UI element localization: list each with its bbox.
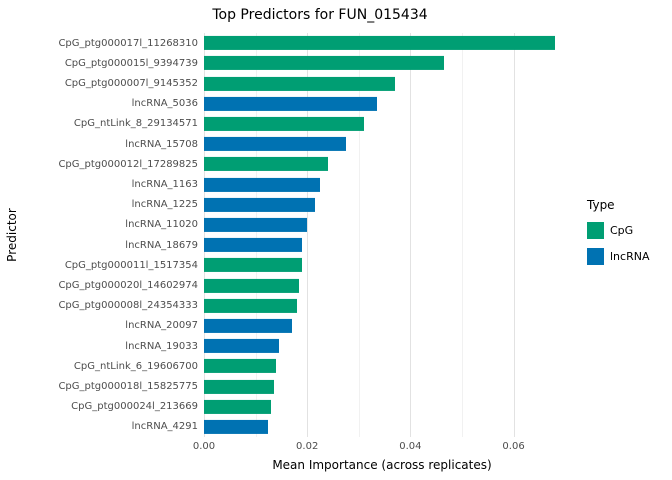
bar-row (204, 134, 560, 154)
legend-label: CpG (610, 224, 634, 237)
y-tick-label: lncRNA_18679 (125, 239, 198, 251)
y-tick-label: CpG_ptg000017l_11268310 (58, 37, 198, 49)
bar (204, 258, 303, 273)
y-tick-label: lncRNA_4291 (131, 421, 198, 433)
y-tick-label: lncRNA_1225 (131, 199, 198, 211)
gridline-major (307, 33, 309, 437)
y-tick-label: CpG_ptg000015l_9394739 (64, 57, 198, 69)
gridline-minor (255, 33, 257, 437)
bar-row (204, 114, 560, 134)
bar (204, 197, 315, 212)
y-tick-label: CpG_ntLink_8_29134571 (73, 118, 198, 130)
bar (204, 238, 303, 253)
x-axis-tick-labels: 0.00 0.02 0.04 0.06 (193, 441, 560, 454)
bar-row (204, 275, 560, 295)
y-tick-label: lncRNA_11020 (125, 219, 198, 231)
bar-row (204, 94, 560, 114)
bar-row (204, 316, 560, 336)
bar-row (204, 53, 560, 73)
x-tick-label: 0.02 (296, 441, 319, 452)
y-tick-label: CpG_ptg000020l_14602974 (58, 280, 198, 292)
y-tick-label: CpG_ptg000011l_1517354 (64, 259, 198, 271)
y-tick-label: lncRNA_1163 (131, 179, 198, 191)
gridline-minor (358, 33, 360, 437)
legend-swatch (587, 248, 604, 265)
y-tick-label: CpG_ptg000024l_213669 (71, 401, 198, 413)
legend-items: CpG lncRNA (587, 222, 649, 265)
gridline-minor (461, 33, 463, 437)
legend: Type CpG lncRNA (587, 198, 649, 274)
bar-row (204, 174, 560, 194)
legend-item: CpG (587, 222, 649, 239)
bar-row (204, 255, 560, 275)
bar (204, 379, 274, 394)
bar-row (204, 356, 560, 376)
bar-rows (204, 33, 560, 437)
legend-label: lncRNA (610, 250, 650, 263)
bar-row (204, 397, 560, 417)
plot-panel (204, 33, 560, 437)
bar-row (204, 336, 560, 356)
y-tick-label: lncRNA_5036 (131, 98, 198, 110)
bar (204, 298, 297, 313)
bar-row (204, 154, 560, 174)
bar (204, 217, 308, 232)
gridline-major (513, 33, 515, 437)
bar (204, 56, 444, 71)
y-tick-label: lncRNA_15708 (125, 138, 198, 150)
bar-row (204, 33, 560, 53)
bar-row (204, 417, 560, 437)
bar-row (204, 73, 560, 93)
bar-row (204, 215, 560, 235)
bar-row (204, 195, 560, 215)
bar (204, 399, 272, 414)
bar (204, 419, 269, 435)
bar (204, 339, 279, 354)
x-tick-label: 0.06 (502, 441, 525, 452)
bar (204, 318, 292, 334)
y-axis-tick-labels: CpG_ptg000017l_11268310 CpG_ptg000015l_93… (16, 33, 198, 437)
y-tick-label: CpG_ptg000007l_9145352 (64, 78, 198, 89)
chart-title: Top Predictors for FUN_015434 (212, 7, 428, 23)
legend-swatch (587, 222, 604, 239)
legend-title: Type (587, 198, 615, 212)
bar (204, 96, 377, 111)
gridline-major (410, 33, 412, 437)
bar (204, 116, 364, 131)
x-axis-title: Mean Importance (across replicates) (272, 458, 492, 472)
y-tick-label: lncRNA_19033 (125, 340, 198, 352)
bar (204, 137, 346, 152)
bar (204, 36, 555, 51)
y-tick-label: CpG_ptg000018l_15825775 (58, 381, 198, 393)
bar-row (204, 376, 560, 396)
gridline-major (204, 33, 205, 437)
bar-row (204, 296, 560, 316)
y-tick-label: lncRNA_20097 (125, 320, 198, 332)
y-tick-label: CpG_ptg000012l_17289825 (58, 158, 198, 170)
bar (204, 76, 395, 91)
bar (204, 278, 300, 293)
y-tick-label: CpG_ntLink_6_19606700 (73, 360, 198, 372)
bar (204, 359, 277, 374)
bar (204, 157, 328, 172)
x-tick-label: 0.00 (192, 441, 216, 452)
y-tick-label: CpG_ptg000008l_24354333 (58, 300, 198, 312)
bar (204, 177, 321, 192)
bar-row (204, 235, 560, 255)
legend-item: lncRNA (587, 248, 649, 265)
x-tick-label: 0.04 (399, 441, 422, 452)
